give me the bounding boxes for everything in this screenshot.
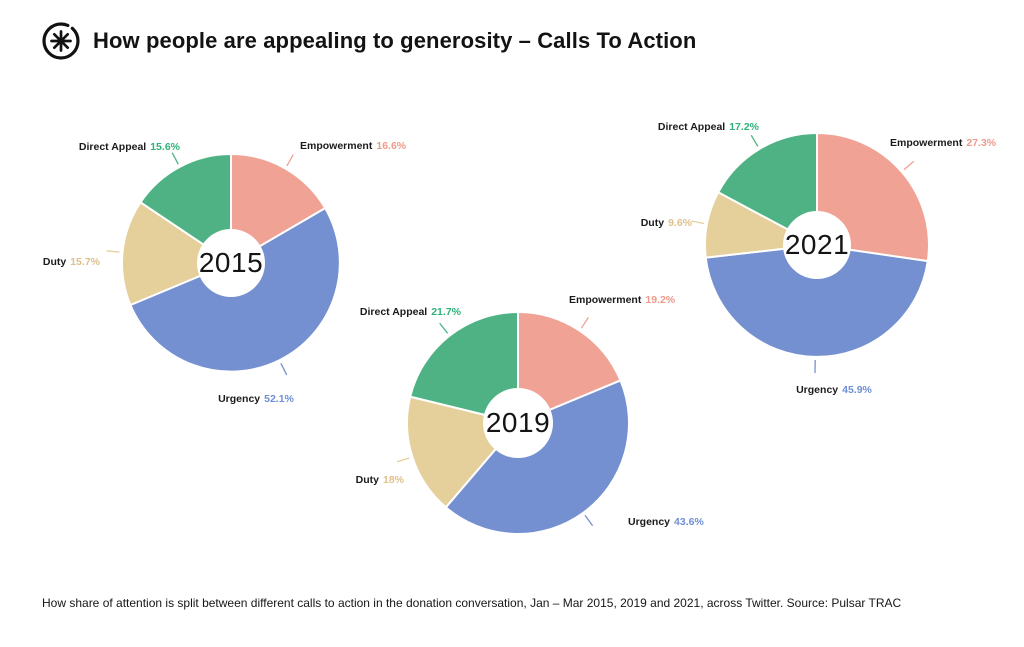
slice-label-name: Direct Appeal <box>657 121 726 134</box>
label-leader-line <box>584 514 594 527</box>
slice-label-urgency: Urgency 45.9% <box>796 384 872 397</box>
donut-hole <box>483 388 553 458</box>
slice-label-direct_appeal: Direct Appeal 17.2% <box>657 121 759 134</box>
slice-label-name: Direct Appeal <box>78 141 147 154</box>
donut-chart-2015 <box>106 152 341 376</box>
slice-label-pct: 43.6% <box>674 516 704 529</box>
donut-chart-2019 <box>396 311 630 535</box>
slice-label-duty: Duty 15.7% <box>42 256 100 269</box>
label-leader-line <box>750 134 759 147</box>
pie-slice-empowerment <box>230 153 327 264</box>
slice-label-name: Empowerment <box>890 137 963 150</box>
slice-label-name: Duty <box>42 256 67 269</box>
slice-label-direct_appeal: Direct Appeal 21.7% <box>359 306 461 319</box>
donut-center-year: 2015 <box>198 247 264 278</box>
donut-chart-2021 <box>691 132 930 374</box>
slice-label-pct: 52.1% <box>264 393 294 405</box>
slice-label-pct: 18% <box>382 474 404 487</box>
slice-label-urgency: Urgency 43.6% <box>628 516 704 529</box>
pie-slice-direct_appeal <box>139 153 232 264</box>
pie-slice-empowerment <box>517 311 622 424</box>
page-header: How people are appealing to generosity –… <box>40 20 696 62</box>
label-leader-line <box>280 363 288 376</box>
label-leader-line <box>171 152 179 165</box>
slice-label-empowerment: Empowerment 19.2% <box>569 294 676 307</box>
slice-label-name: Duty <box>355 474 379 487</box>
slice-label-duty: Duty 9.6% <box>640 217 692 230</box>
slice-label-pct: 27.3% <box>966 137 997 150</box>
label-leader-line <box>439 322 449 334</box>
slice-label-pct: 15.7% <box>70 256 100 269</box>
label-leader-line <box>903 160 915 171</box>
pie-slice-duty <box>121 201 232 306</box>
pie-slice-urgency <box>704 244 929 358</box>
slice-label-name: Empowerment <box>300 140 373 153</box>
slice-label-pct: 9.6% <box>668 217 692 230</box>
pie-slice-direct_appeal <box>717 132 818 246</box>
slice-label-name: Urgency <box>218 393 261 405</box>
slice-label-pct: 21.7% <box>431 306 461 319</box>
donut-hole <box>197 229 265 297</box>
label-leader-line <box>106 250 120 253</box>
label-leader-line <box>580 317 590 329</box>
label-leader-line <box>396 457 410 463</box>
source-caption: How share of attention is split between … <box>42 596 902 610</box>
slice-label-name: Empowerment <box>569 294 642 307</box>
donut-center-year: 2021 <box>784 229 850 260</box>
slice-label-urgency: Urgency 52.1% <box>218 393 294 406</box>
asterisk-logo-icon <box>40 20 82 62</box>
donut-center-year: 2019 <box>485 407 551 438</box>
label-leader-line <box>691 220 705 225</box>
slice-label-empowerment: Empowerment 16.6% <box>300 140 407 153</box>
label-leader-line <box>286 154 294 167</box>
slice-label-pct: 17.2% <box>729 121 759 134</box>
slice-label-direct_appeal: Direct Appeal 15.6% <box>78 141 180 154</box>
slice-label-pct: 19.2% <box>645 294 676 307</box>
slice-label-name: Urgency <box>796 384 839 396</box>
pie-slice-direct_appeal <box>409 311 519 424</box>
pie-slice-urgency <box>444 379 630 535</box>
page-title: How people are appealing to generosity –… <box>93 28 697 53</box>
slice-label-name: Duty <box>640 217 665 230</box>
slice-label-duty: Duty 18% <box>355 474 404 487</box>
slice-label-pct: 16.6% <box>376 140 407 153</box>
slice-label-pct: 45.9% <box>842 384 872 396</box>
slice-label-pct: 15.6% <box>150 141 180 154</box>
donut-hole <box>783 211 851 279</box>
slice-label-name: Urgency <box>628 516 671 529</box>
slice-label-name: Direct Appeal <box>359 306 428 319</box>
slice-label-empowerment: Empowerment 27.3% <box>890 137 997 150</box>
